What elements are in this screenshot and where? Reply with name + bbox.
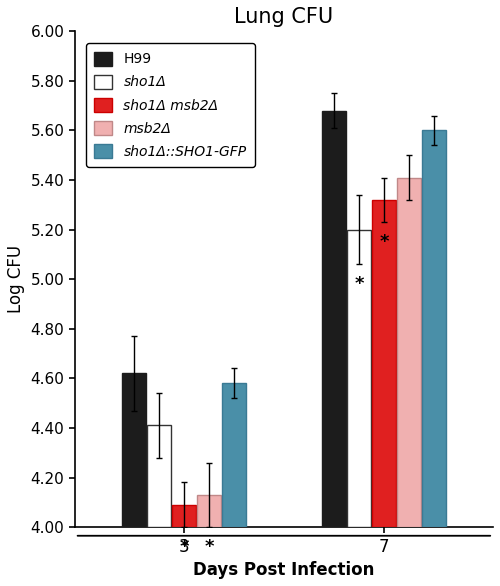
Bar [147,425,171,527]
Bar [197,495,221,527]
X-axis label: Days Post Infection: Days Post Infection [193,561,374,579]
Y-axis label: Log CFU: Log CFU [7,245,25,314]
Bar [222,383,246,527]
Bar [122,373,146,527]
Text: *: * [354,275,364,294]
Bar [322,111,346,527]
Bar [347,230,371,527]
Bar [422,131,446,527]
Text: *: * [204,538,214,556]
Text: *: * [379,233,388,251]
Bar [397,178,421,527]
Legend: H99, sho1Δ, sho1Δ msb2Δ, msb2Δ, sho1Δ::SHO1-GFP: H99, sho1Δ, sho1Δ msb2Δ, msb2Δ, sho1Δ::S… [86,43,255,167]
Text: *: * [179,538,188,556]
Bar [372,200,396,527]
Bar [172,505,196,527]
Title: Lung CFU: Lung CFU [234,7,334,27]
